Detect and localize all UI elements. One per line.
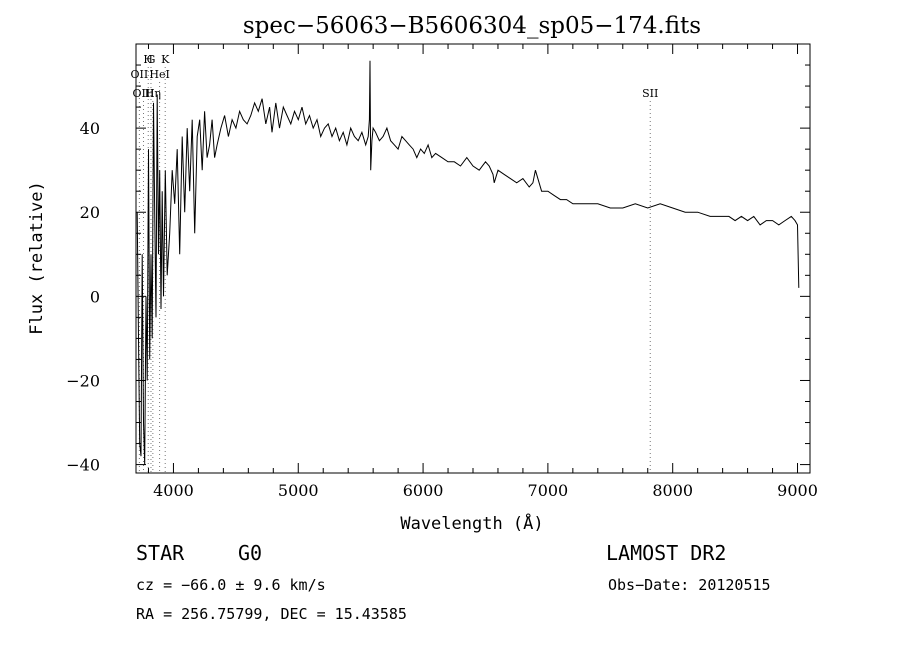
redshift-text: cz = −66.0 ± 9.6 km/s — [136, 576, 326, 594]
x-tick-label: 8000 — [652, 481, 693, 500]
survey-label: LAMOST DR2 — [606, 541, 726, 565]
line-marker-label: OIII — [132, 87, 154, 100]
object-class-label: STAR — [136, 541, 185, 565]
line-marker-label: H — [143, 53, 153, 66]
y-tick-label: 20 — [80, 203, 100, 222]
line-marker-label: K — [161, 53, 170, 66]
line-marker-label: HeI — [149, 68, 169, 81]
line-marker-label: Hη — [145, 87, 161, 100]
x-tick-label: 6000 — [403, 481, 444, 500]
y-tick-label: −20 — [66, 371, 100, 390]
line-marker-label: OII — [131, 68, 149, 81]
y-tick-label: −40 — [66, 456, 100, 475]
coordinates-text: RA = 256.75799, DEC = 15.43585 — [136, 605, 407, 623]
x-axis-label: Wavelength (Å) — [400, 512, 543, 534]
chart-title: spec−56063−B5606304_sp05−174.fits — [243, 13, 701, 39]
obs-date-text: Obs−Date: 20120515 — [608, 576, 771, 594]
axis-tick-labels: 4000 5000 6000 7000 8000 9000 −40 −20 0 20 40 — [66, 119, 818, 500]
y-tick-label: 40 — [80, 119, 100, 138]
object-subclass-label: G0 — [238, 541, 262, 565]
line-marker-label: G — [147, 53, 156, 66]
y-axis-label: Flux (relative) — [27, 181, 47, 335]
y-tick-label: 0 — [90, 287, 100, 306]
series-group — [136, 60, 800, 465]
spectrum-line-0 — [136, 60, 800, 465]
x-tick-label: 7000 — [528, 481, 569, 500]
axis-ticks — [136, 44, 810, 473]
x-tick-label: 9000 — [777, 481, 818, 500]
line-marker-label: SII — [642, 87, 658, 100]
x-tick-label: 5000 — [278, 481, 319, 500]
x-tick-label: 4000 — [153, 481, 194, 500]
plot-frame — [135, 43, 811, 474]
